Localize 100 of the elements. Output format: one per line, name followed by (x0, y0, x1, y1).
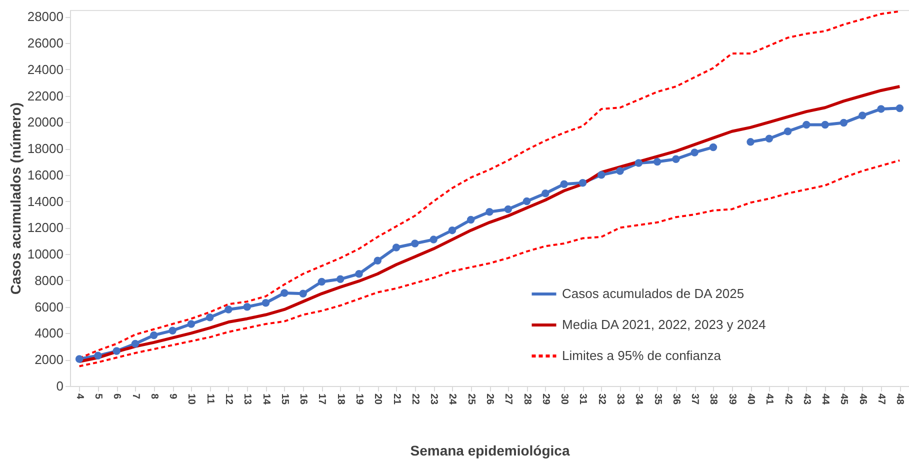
x-tick-label: 32 (596, 394, 607, 406)
x-tick-label: 16 (298, 394, 309, 406)
point (280, 289, 288, 297)
point (448, 226, 456, 234)
point (616, 167, 624, 175)
point (187, 320, 196, 328)
point (355, 270, 363, 278)
x-tick-label: 10 (186, 394, 197, 406)
y-axis-title: Casos acumulados (número) (7, 102, 24, 295)
x-tick-label: 45 (838, 394, 850, 406)
point (131, 340, 140, 348)
y-tick-label: 18000 (27, 141, 64, 156)
x-tick-label: 13 (242, 394, 253, 406)
point (243, 302, 251, 311)
y-tick-label: 6000 (34, 299, 64, 314)
x-tick-label: 14 (260, 394, 272, 406)
x-tick-label: 28 (521, 394, 532, 406)
point (75, 355, 84, 363)
x-tick-label: 5 (92, 394, 104, 400)
x-tick-label: 43 (800, 394, 812, 406)
point (802, 120, 810, 129)
point (578, 178, 587, 187)
point (224, 306, 232, 314)
legend-label: Media DA 2021, 2022, 2023 y 2024 (562, 317, 766, 332)
x-tick-label: 35 (652, 394, 663, 406)
point (784, 128, 792, 136)
y-tick-label: 26000 (27, 35, 64, 50)
x-tick-label: 4 (74, 394, 85, 400)
y-tick-label: 20000 (27, 114, 64, 130)
x-tick-label: 36 (670, 394, 682, 406)
x-tick-label: 19 (353, 394, 364, 406)
y-tick-label: 14000 (27, 194, 64, 209)
x-tick-label: 37 (689, 394, 700, 406)
x-tick-label: 24 (446, 394, 458, 406)
x-tick-label: 47 (876, 394, 887, 406)
point (542, 190, 550, 198)
y-tick-label: 8000 (34, 272, 64, 288)
point (765, 134, 774, 142)
point (746, 138, 754, 146)
point (896, 104, 904, 112)
x-tick-label: 8 (148, 394, 160, 400)
y-tick-label: 16000 (27, 167, 64, 182)
x-tick-label: 17 (316, 394, 328, 406)
point (709, 143, 718, 152)
x-tick-label: 42 (782, 394, 794, 406)
y-tick-label: 12000 (27, 220, 64, 236)
x-tick-label: 20 (372, 394, 384, 406)
x-tick-label: 33 (614, 394, 626, 406)
x-tick-label: 38 (708, 394, 719, 406)
x-tick-label: 44 (820, 394, 831, 406)
point (299, 290, 307, 298)
point (858, 112, 866, 120)
x-tick-label: 29 (540, 394, 551, 406)
x-tick-label: 26 (484, 394, 495, 406)
point (522, 197, 531, 206)
point (486, 208, 494, 216)
legend-label: Casos acumulados de DA 2025 (562, 286, 744, 301)
x-tick-label: 41 (764, 394, 775, 406)
x-tick-label: 23 (428, 394, 440, 406)
x-tick-label: 31 (577, 394, 588, 406)
point (504, 205, 512, 214)
point (392, 244, 400, 252)
x-tick-label: 34 (633, 394, 644, 406)
x-tick-label: 6 (111, 394, 122, 400)
point (634, 159, 643, 167)
point (411, 240, 419, 248)
y-tick-label: 10000 (27, 246, 64, 262)
point (430, 236, 438, 244)
x-tick-label: 48 (894, 394, 906, 406)
point (374, 256, 382, 265)
point (597, 171, 606, 179)
point (653, 158, 662, 166)
x-axis-title: Semana epidemiológica (410, 442, 570, 459)
point (336, 275, 344, 283)
point (560, 180, 568, 188)
point (840, 118, 848, 127)
x-tick-label: 27 (502, 394, 514, 406)
x-tick-label: 11 (204, 394, 216, 405)
x-tick-label: 40 (745, 394, 756, 406)
x-tick-label: 21 (390, 394, 402, 406)
x-tick-label: 9 (167, 394, 178, 400)
y-tick-label: 22000 (27, 88, 64, 104)
legend-label: Limites a 95% de confianza (562, 348, 722, 363)
point (318, 278, 326, 286)
x-tick-label: 46 (856, 394, 868, 406)
point (690, 148, 698, 156)
point (262, 299, 270, 307)
point (150, 331, 158, 340)
x-tick-label: 22 (409, 394, 420, 406)
x-tick-label: 30 (558, 394, 570, 406)
x-tick-label: 7 (130, 394, 141, 400)
point (821, 120, 829, 129)
x-tick-label: 39 (726, 394, 738, 406)
y-tick-label: 28000 (27, 9, 64, 24)
line-series (78, 159, 901, 368)
point (877, 105, 885, 113)
point (168, 326, 176, 334)
y-tick-label: 24000 (27, 62, 64, 77)
x-tick-label: 12 (222, 394, 234, 406)
x-tick-label: 25 (465, 394, 476, 406)
